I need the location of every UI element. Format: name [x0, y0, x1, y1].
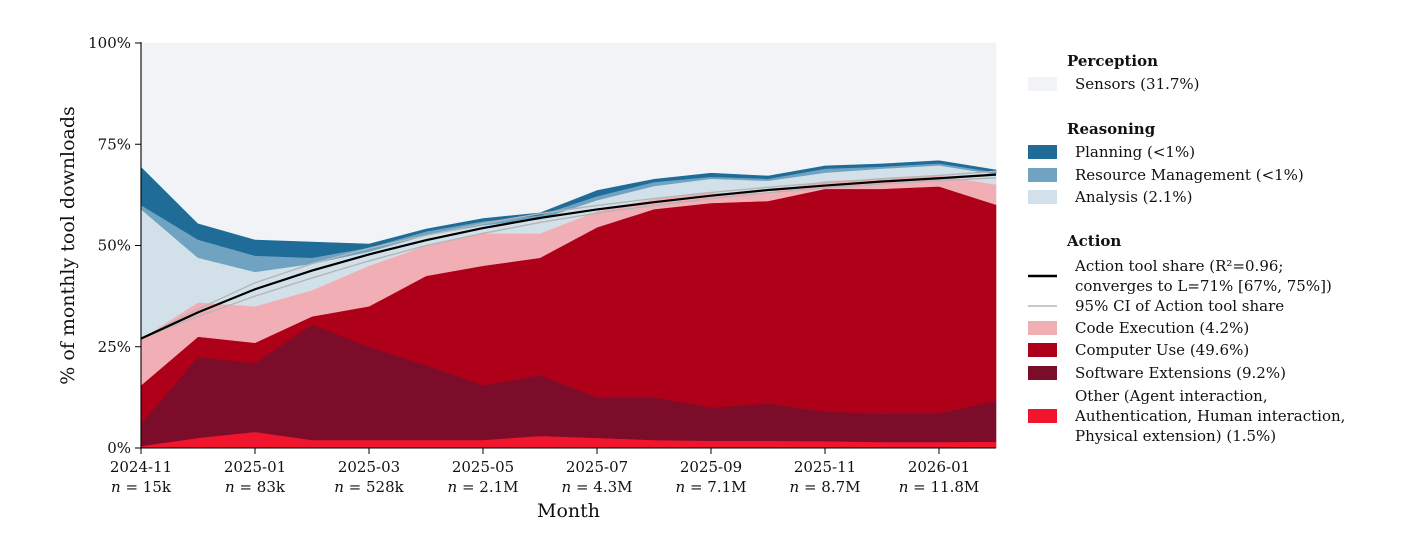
- legend-label: Code Execution (4.2%): [1075, 319, 1249, 337]
- legend-heading-action: Action: [1066, 232, 1121, 250]
- legend-swatch: [1028, 343, 1057, 357]
- y-tick-label: 100%: [88, 34, 131, 52]
- x-tick-label: 2025-07: [566, 458, 628, 476]
- x-sample-size-label: n = 11.8M: [899, 478, 980, 496]
- y-tick-label: 25%: [98, 338, 131, 356]
- legend-label: Software Extensions (9.2%): [1075, 364, 1286, 382]
- legend-swatch: [1028, 321, 1057, 335]
- legend-swatch: [1028, 409, 1057, 423]
- n-value: 2.1M: [479, 478, 518, 496]
- x-tick-label: 2024-11: [110, 458, 172, 476]
- n-symbol: n: [225, 478, 235, 496]
- n-value: 4.3M: [593, 478, 632, 496]
- x-sample-size-label: n = 4.3M: [562, 478, 633, 496]
- legend: Perception Sensors (31.7%) Reasoning Planni…: [1028, 52, 1345, 445]
- axes: 0% 25% 50% 75% 100% 2024-11 n = 15k 2025-01 n = …: [57, 34, 996, 522]
- y-tick-label: 75%: [98, 135, 131, 153]
- legend-label: 95% CI of Action tool share: [1075, 297, 1284, 315]
- legend-label: Planning (<1%): [1075, 143, 1195, 161]
- legend-label: Analysis (2.1%): [1074, 188, 1192, 206]
- legend-label: Other (Agent interaction,: [1075, 387, 1268, 405]
- ci-upper-line: [140, 170, 997, 340]
- y-tick-label: 0%: [107, 439, 131, 457]
- legend-label: converges to L=71% [67%, 75%]): [1075, 277, 1332, 295]
- x-sample-size-label: n = 2.1M: [448, 478, 519, 496]
- x-axis-title: Month: [537, 500, 600, 522]
- y-tick-label: 50%: [98, 237, 131, 255]
- legend-label: Resource Management (<1%): [1075, 166, 1304, 184]
- legend-swatch: [1028, 168, 1057, 182]
- ci-lower-line: [140, 177, 997, 340]
- x-sample-size-label: n = 7.1M: [676, 478, 747, 496]
- legend-swatch: [1028, 77, 1057, 91]
- legend-swatch: [1028, 190, 1057, 204]
- n-symbol: n: [562, 478, 572, 496]
- x-tick-label: 2026-01: [908, 458, 970, 476]
- legend-label: Action tool share (R²=0.96;: [1074, 257, 1283, 275]
- n-value: 11.8M: [931, 478, 980, 496]
- legend-heading-reasoning: Reasoning: [1067, 120, 1156, 138]
- n-value: 15k: [143, 478, 172, 496]
- x-tick-label: 2025-03: [338, 458, 400, 476]
- n-value: 8.7M: [821, 478, 860, 496]
- y-axis-title: % of monthly tool downloads: [57, 106, 79, 385]
- legend-swatch: [1028, 366, 1057, 380]
- x-tick-label: 2025-09: [680, 458, 742, 476]
- n-equals: =: [799, 478, 821, 496]
- n-symbol: n: [334, 478, 344, 496]
- n-equals: =: [571, 478, 593, 496]
- n-symbol: n: [899, 478, 909, 496]
- n-symbol: n: [790, 478, 800, 496]
- x-sample-size-label: n = 8.7M: [790, 478, 861, 496]
- n-equals: =: [235, 478, 257, 496]
- n-symbol: n: [111, 478, 121, 496]
- n-equals: =: [344, 478, 366, 496]
- x-tick-label: 2025-01: [224, 458, 286, 476]
- n-equals: =: [908, 478, 930, 496]
- legend-label: Physical extension) (1.5%): [1075, 427, 1276, 445]
- x-sample-size-label: n = 528k: [334, 478, 404, 496]
- legend-heading-perception: Perception: [1067, 52, 1158, 70]
- n-equals: =: [457, 478, 479, 496]
- area-layers: [140, 42, 997, 449]
- n-symbol: n: [448, 478, 458, 496]
- area-sensors: [140, 42, 997, 244]
- n-value: 528k: [366, 478, 405, 496]
- n-value: 7.1M: [707, 478, 746, 496]
- legend-swatch: [1028, 145, 1057, 159]
- n-equals: =: [685, 478, 707, 496]
- x-tick-label: 2025-11: [794, 458, 856, 476]
- x-tick-label: 2025-05: [452, 458, 514, 476]
- legend-label: Sensors (31.7%): [1075, 75, 1200, 93]
- fit-lines: [140, 170, 997, 340]
- n-symbol: n: [676, 478, 686, 496]
- n-value: 83k: [257, 478, 286, 496]
- x-sample-size-label: n = 83k: [225, 478, 286, 496]
- n-equals: =: [121, 478, 143, 496]
- x-sample-size-label: n = 15k: [111, 478, 172, 496]
- action-share-fit-line: [140, 173, 997, 340]
- legend-label: Computer Use (49.6%): [1075, 341, 1249, 359]
- legend-label: Authentication, Human interaction,: [1074, 407, 1345, 425]
